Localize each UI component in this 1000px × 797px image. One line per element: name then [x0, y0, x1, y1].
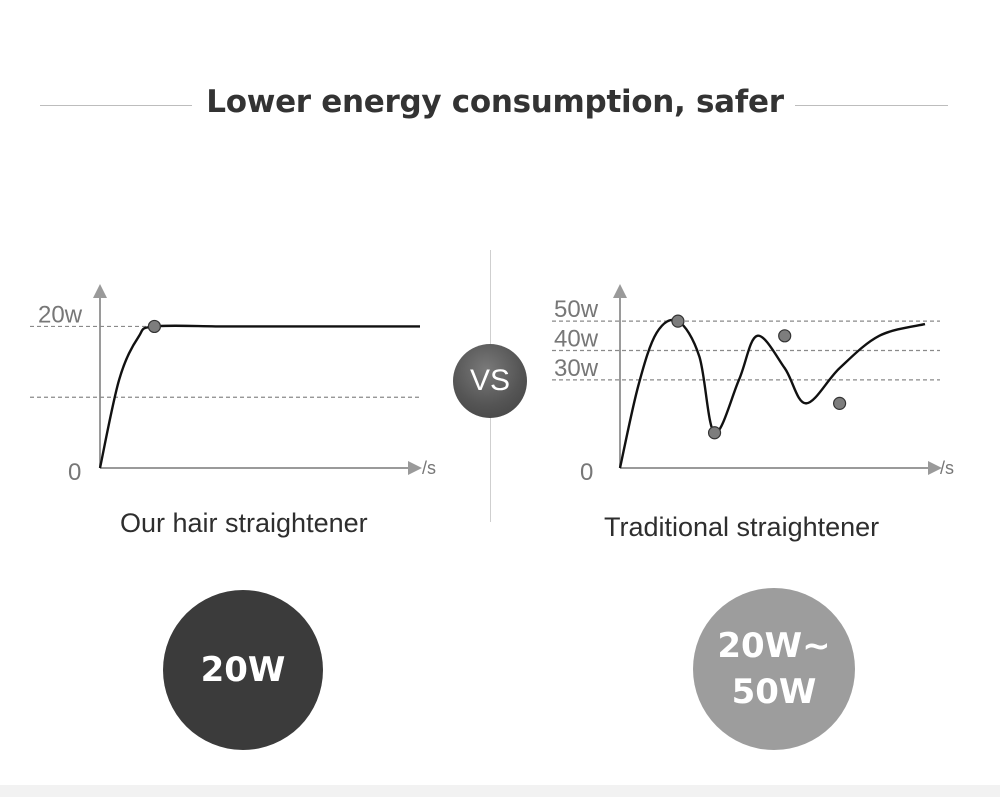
power-value-ours: 20W	[200, 650, 286, 690]
vs-label: VS	[469, 364, 511, 397]
y-tick-label-50w: 50w	[554, 296, 599, 323]
bottom-strip	[0, 785, 1000, 797]
y-zero-label: 0	[68, 459, 81, 486]
vs-badge: VS	[453, 344, 527, 418]
x-unit-label: /s	[422, 458, 436, 478]
y-axis-arrow	[613, 284, 627, 298]
power-value-traditional-line2: 50W	[731, 672, 817, 712]
data-point-3	[833, 396, 847, 410]
title-row: Lower energy consumption, safer	[0, 78, 1000, 134]
power-value-traditional-line1: 20W~	[717, 626, 831, 666]
title-rule-left	[40, 105, 192, 106]
y-tick-label-20w: 20w	[38, 301, 83, 328]
data-point-0	[671, 314, 685, 328]
series-line-0	[618, 318, 926, 469]
y-axis-arrow	[93, 284, 107, 298]
caption-our-straightener: Our hair straightener	[120, 508, 368, 538]
caption-traditional-straightener: Traditional straightener	[604, 512, 880, 542]
y-tick-label-30w: 30w	[554, 355, 599, 382]
x-unit-label: /s	[940, 458, 954, 478]
power-badge-ours: 20W	[163, 590, 323, 750]
chart-our-straightener: 0/s 20w	[30, 284, 436, 486]
x-axis-arrow	[928, 461, 942, 475]
power-badge-traditional: 20W~ 50W	[693, 588, 855, 750]
x-axis-arrow	[408, 461, 422, 475]
data-point-0	[147, 319, 161, 334]
y-tick-label-40w: 40w	[554, 326, 599, 353]
data-point-1	[707, 426, 722, 440]
series-line-0	[98, 324, 420, 469]
title-rule-right	[795, 105, 948, 106]
page-title: Lower energy consumption, safer	[206, 84, 784, 120]
y-zero-label: 0	[580, 459, 593, 486]
data-point-2	[778, 329, 792, 343]
